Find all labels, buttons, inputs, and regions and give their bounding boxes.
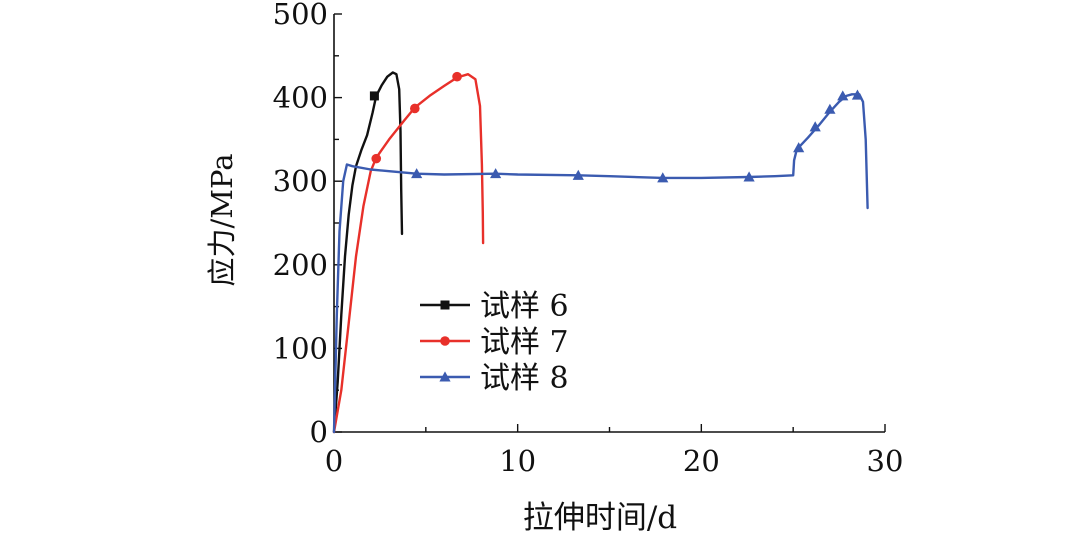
data-point	[490, 168, 502, 179]
series-line	[332, 71, 404, 434]
series-line	[332, 93, 869, 434]
legend: 试样 6试样 7试样 8	[420, 289, 569, 396]
legend-item: 试样 7	[420, 325, 569, 360]
legend-label: 试样 6	[480, 289, 569, 324]
data-point	[369, 91, 379, 101]
x-axis-title: 拉伸时间/d	[523, 500, 677, 536]
y-tick-label: 200	[273, 248, 328, 282]
series-6	[332, 71, 404, 434]
series-layer	[332, 71, 869, 434]
y-tick-label: 400	[273, 81, 328, 115]
data-point	[410, 103, 420, 114]
legend-item: 试样 6	[420, 289, 569, 324]
data-point	[837, 90, 849, 101]
x-tick-label: 30	[867, 444, 904, 478]
data-point	[452, 71, 462, 82]
y-tick-label: 300	[273, 164, 328, 198]
legend-label: 试样 7	[480, 325, 569, 360]
data-point	[657, 172, 669, 183]
series-8	[332, 89, 869, 434]
data-point	[809, 121, 821, 132]
legend-marker	[440, 300, 450, 310]
series-line	[332, 73, 485, 434]
data-point	[743, 171, 755, 182]
legend-marker	[439, 371, 451, 382]
x-tick-label: 0	[325, 444, 343, 478]
y-tick-label: 0	[310, 415, 328, 449]
data-point	[572, 169, 584, 180]
y-axis-title: 应力/MPa	[205, 154, 239, 287]
legend-item: 试样 8	[420, 361, 569, 396]
x-tick-label: 20	[683, 444, 720, 478]
y-tick-label: 100	[273, 331, 328, 365]
x-tick-label: 10	[499, 444, 536, 478]
legend-marker	[440, 336, 450, 346]
data-point	[793, 142, 805, 153]
data-point	[371, 153, 382, 164]
series-7	[332, 71, 485, 434]
data-point	[411, 168, 423, 179]
data-point	[851, 89, 864, 100]
data-point	[824, 103, 836, 114]
y-tick-label: 500	[273, 0, 328, 31]
legend-label: 试样 8	[480, 361, 569, 396]
